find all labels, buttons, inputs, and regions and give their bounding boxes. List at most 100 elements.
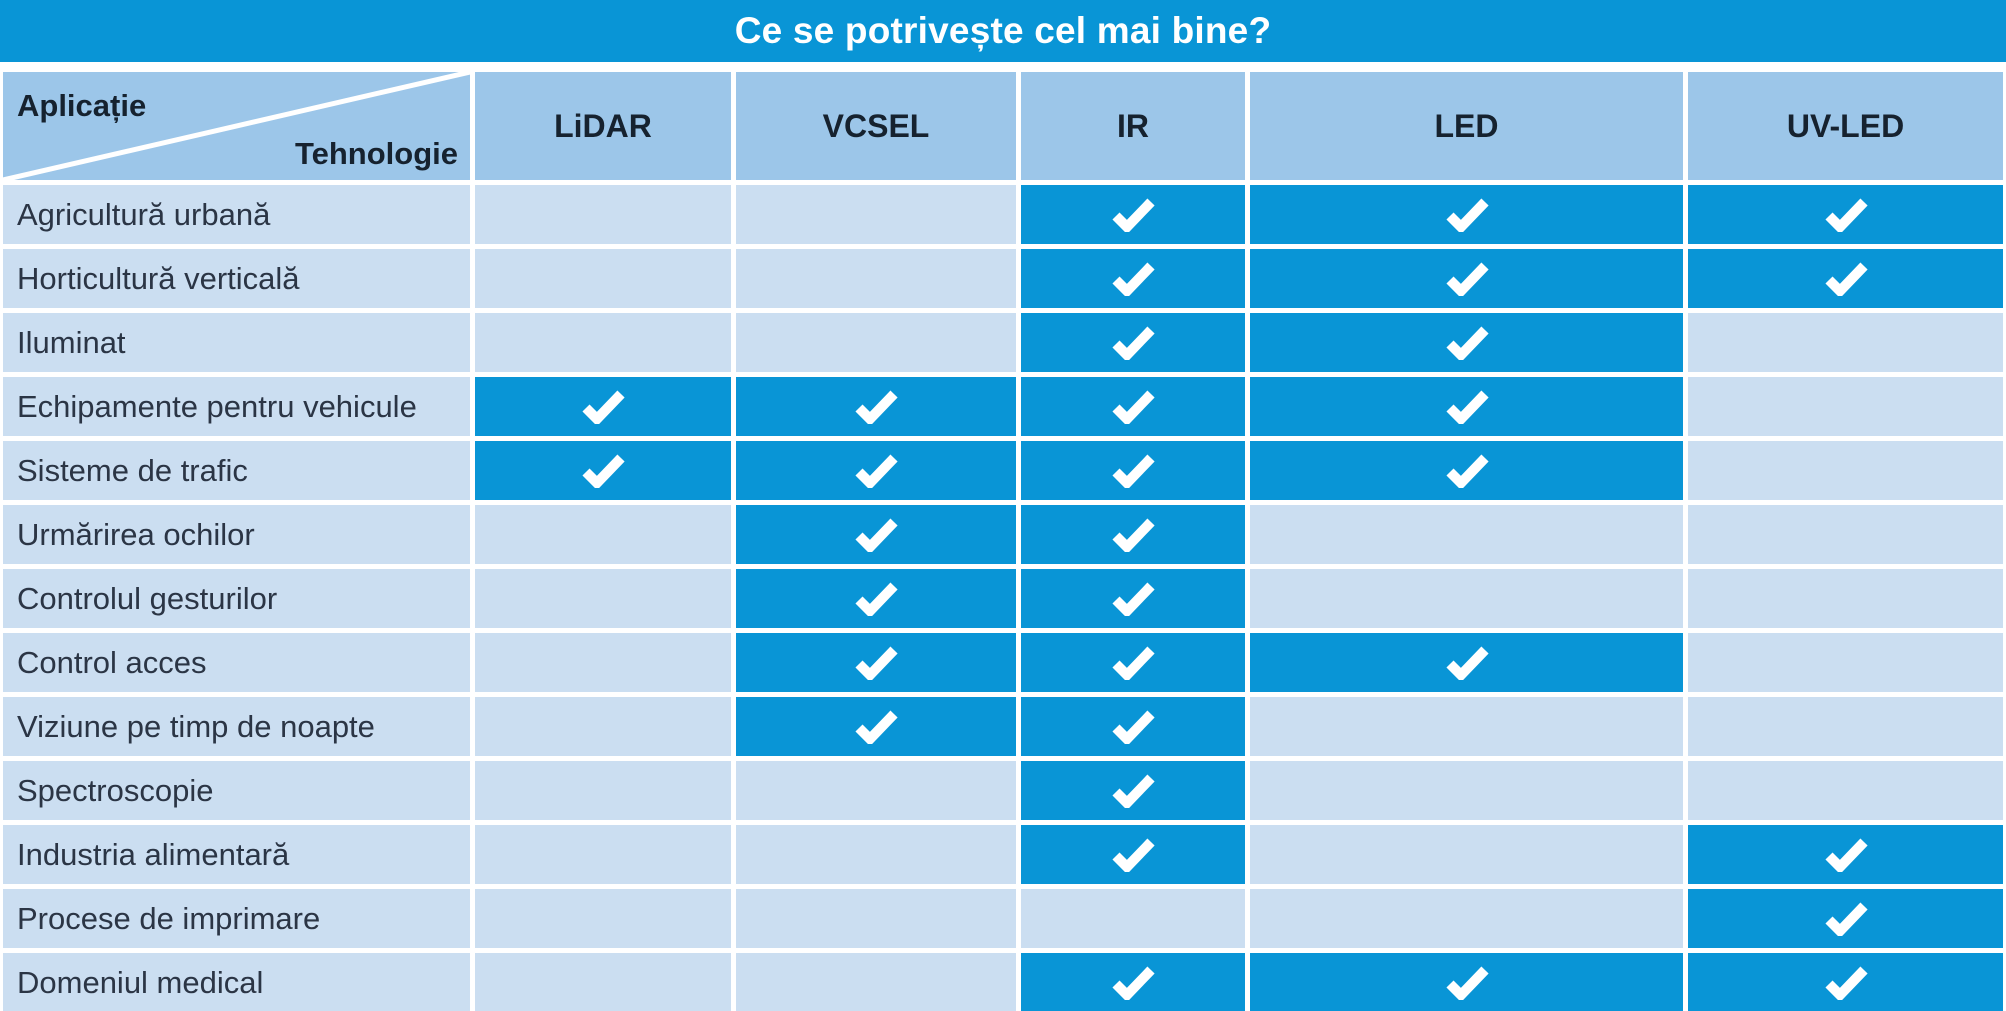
row-label-echipamente-pentru-vehicule: Echipamente pentru vehicule [3,377,470,436]
check-icon [1445,454,1489,488]
check-icon [1445,966,1489,1000]
matrix-cell-iluminat-lidar [475,313,731,372]
row-label-controlul-gesturilor: Controlul gesturilor [3,569,470,628]
row-label-viziune-pe-timp-de-noapte: Viziune pe timp de noapte [3,697,470,756]
row-label-echipamente-pentru-vehicule-label: Echipamente pentru vehicule [17,388,417,424]
matrix-cell-iluminat-led [1250,313,1683,372]
check-icon [1824,838,1868,872]
matrix-cell-sisteme-de-trafic-ir [1021,441,1245,500]
matrix-cell-controlul-gesturilor-lidar [475,569,731,628]
matrix-cell-iluminat-uv-led [1688,313,2003,372]
check-icon [1445,390,1489,424]
row-axis-label: Aplicație [17,88,147,123]
matrix-cell-domeniul-medical-lidar [475,953,731,1011]
matrix-cell-horticultur-vertical-ir [1021,249,1245,308]
matrix-cell-domeniul-medical-uv-led [1688,953,2003,1011]
matrix-cell-horticultur-vertical-led [1250,249,1683,308]
matrix-cell-procese-de-imprimare-uv-led [1688,889,2003,948]
matrix-cell-industria-alimentar-lidar [475,825,731,884]
row-label-iluminat: Iluminat [3,313,470,372]
check-icon [1824,902,1868,936]
table-title-bar: Ce se potrivește cel mai bine? [0,0,2006,62]
column-header-led: LED [1250,72,1683,180]
row-label-procese-de-imprimare: Procese de imprimare [3,889,470,948]
column-header-vcsel-label: VCSEL [822,107,930,144]
row-label-controlul-gesturilor-label: Controlul gesturilor [17,580,278,616]
matrix-cell-controlul-gesturilor-led [1250,569,1683,628]
check-icon [855,454,898,488]
matrix-cell-echipamente-pentru-vehicule-ir [1021,377,1245,436]
check-icon [1112,966,1155,1000]
matrix-grid: Aplicație Tehnologie LiDAR VCSEL IR LED UV-L… [3,72,2003,1011]
matrix-cell-sisteme-de-trafic-led [1250,441,1683,500]
matrix-cell-urm-rirea-ochilor-ir [1021,505,1245,564]
row-label-agricultur-urban-label: Agricultură urbană [17,196,271,232]
matrix-cell-viziune-pe-timp-de-noapte-ir [1021,697,1245,756]
matrix-cell-control-acces-ir [1021,633,1245,692]
matrix-cell-spectroscopie-led [1250,761,1683,820]
row-label-viziune-pe-timp-de-noapte-label: Viziune pe timp de noapte [17,708,375,744]
matrix-cell-industria-alimentar-ir [1021,825,1245,884]
matrix-cell-agricultur-urban-ir [1021,185,1245,244]
row-label-control-acces-label: Control acces [17,644,207,680]
matrix-cell-iluminat-vcsel [736,313,1016,372]
row-label-urm-rirea-ochilor: Urmărirea ochilor [3,505,470,564]
check-icon [855,582,898,616]
matrix-cell-procese-de-imprimare-vcsel [736,889,1016,948]
matrix-cell-echipamente-pentru-vehicule-vcsel [736,377,1016,436]
matrix-cell-iluminat-ir [1021,313,1245,372]
diagonal-divider [3,72,470,180]
matrix-cell-agricultur-urban-uv-led [1688,185,2003,244]
matrix-cell-domeniul-medical-vcsel [736,953,1016,1011]
matrix-cell-agricultur-urban-vcsel [736,185,1016,244]
matrix-cell-procese-de-imprimare-lidar [475,889,731,948]
check-icon [855,710,898,744]
column-header-uv-led: UV-LED [1688,72,2003,180]
matrix-cell-spectroscopie-lidar [475,761,731,820]
check-icon [1824,262,1868,296]
row-label-control-acces: Control acces [3,633,470,692]
matrix-cell-horticultur-vertical-lidar [475,249,731,308]
row-label-domeniul-medical: Domeniul medical [3,953,470,1011]
check-icon [1112,198,1155,232]
matrix-cell-echipamente-pentru-vehicule-lidar [475,377,731,436]
matrix-cell-domeniul-medical-ir [1021,953,1245,1011]
check-icon [1112,262,1155,296]
matrix-cell-viziune-pe-timp-de-noapte-lidar [475,697,731,756]
row-label-urm-rirea-ochilor-label: Urmărirea ochilor [17,516,255,552]
matrix-cell-viziune-pe-timp-de-noapte-uv-led [1688,697,2003,756]
check-icon [1445,646,1489,680]
matrix-cell-sisteme-de-trafic-lidar [475,441,731,500]
row-label-iluminat-label: Iluminat [17,324,126,360]
check-icon [1824,198,1868,232]
row-label-spectroscopie: Spectroscopie [3,761,470,820]
matrix-cell-echipamente-pentru-vehicule-uv-led [1688,377,2003,436]
row-label-agricultur-urban: Agricultură urbană [3,185,470,244]
check-icon [1112,454,1155,488]
matrix-cell-controlul-gesturilor-vcsel [736,569,1016,628]
matrix-cell-spectroscopie-vcsel [736,761,1016,820]
column-header-vcsel: VCSEL [736,72,1016,180]
matrix-cell-procese-de-imprimare-ir [1021,889,1245,948]
check-icon [1445,198,1489,232]
matrix-cell-viziune-pe-timp-de-noapte-vcsel [736,697,1016,756]
check-icon [1824,966,1868,1000]
matrix-cell-urm-rirea-ochilor-uv-led [1688,505,2003,564]
check-icon [1112,774,1155,808]
matrix-cell-industria-alimentar-vcsel [736,825,1016,884]
check-icon [855,646,898,680]
row-label-industria-alimentar: Industria alimentară [3,825,470,884]
column-header-led-label: LED [1434,107,1499,144]
matrix-cell-echipamente-pentru-vehicule-led [1250,377,1683,436]
matrix-cell-spectroscopie-ir [1021,761,1245,820]
matrix-cell-viziune-pe-timp-de-noapte-led [1250,697,1683,756]
matrix-cell-spectroscopie-uv-led [1688,761,2003,820]
matrix-cell-industria-alimentar-uv-led [1688,825,2003,884]
column-header-lidar: LiDAR [475,72,731,180]
matrix-cell-urm-rirea-ochilor-lidar [475,505,731,564]
page-title: Ce se potrivește cel mai bine? [734,10,1272,51]
check-icon [1112,710,1155,744]
check-icon [1112,582,1155,616]
matrix-cell-sisteme-de-trafic-vcsel [736,441,1016,500]
matrix-cell-control-acces-vcsel [736,633,1016,692]
